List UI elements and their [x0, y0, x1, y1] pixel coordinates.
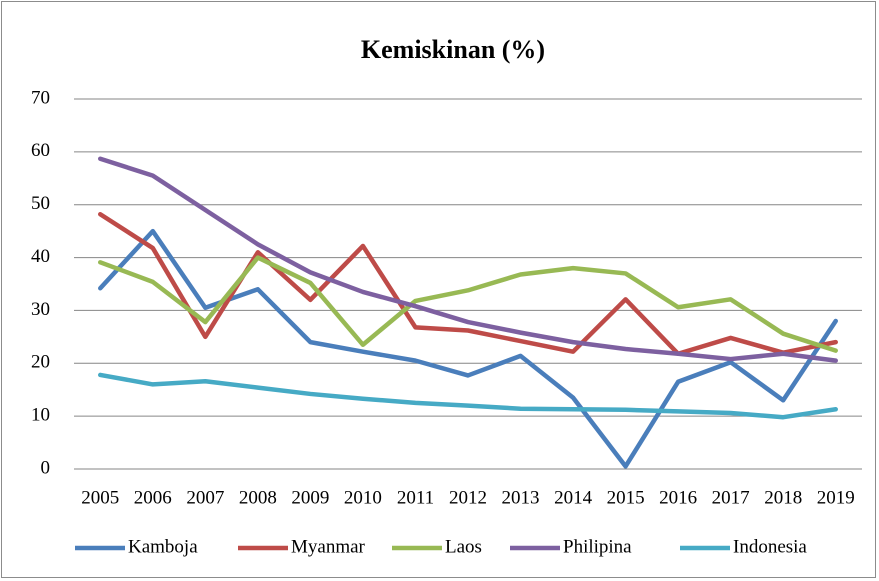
x-tick-label: 2018 — [764, 487, 802, 508]
x-tick-label: 2016 — [659, 487, 697, 508]
y-tick-label: 50 — [31, 193, 50, 214]
x-tick-label: 2007 — [186, 487, 224, 508]
chart-title: Kemiskinan (%) — [361, 35, 545, 64]
legend-label: Indonesia — [733, 536, 807, 557]
y-tick-label: 20 — [31, 352, 50, 373]
y-tick-label: 30 — [31, 299, 50, 320]
y-tick-label: 60 — [31, 140, 50, 161]
x-tick-label: 2010 — [344, 487, 382, 508]
y-tick-label: 40 — [31, 246, 50, 267]
legend-label: Philipina — [563, 536, 632, 557]
x-tick-label: 2014 — [554, 487, 593, 508]
series-line — [98, 255, 838, 353]
series-line — [98, 372, 838, 420]
x-tick-label: 2013 — [502, 487, 540, 508]
y-tick-label: 10 — [31, 405, 50, 426]
x-tick-label: 2008 — [239, 487, 277, 508]
legend-label: Kamboja — [128, 536, 198, 557]
series-line — [98, 156, 838, 363]
legend-label: Laos — [445, 536, 482, 557]
x-tick-label: 2009 — [291, 487, 329, 508]
x-tick-label: 2005 — [81, 487, 119, 508]
y-tick-label: 70 — [31, 87, 50, 108]
x-tick-label: 2019 — [817, 487, 855, 508]
legend-label: Myanmar — [291, 536, 366, 557]
x-tick-label: 2011 — [397, 487, 434, 508]
x-tick-label: 2012 — [449, 487, 487, 508]
series-line — [98, 211, 838, 357]
y-tick-label: 0 — [41, 457, 51, 478]
x-tick-label: 2017 — [712, 487, 750, 508]
x-tick-label: 2006 — [134, 487, 172, 508]
x-tick-label: 2015 — [607, 487, 645, 508]
